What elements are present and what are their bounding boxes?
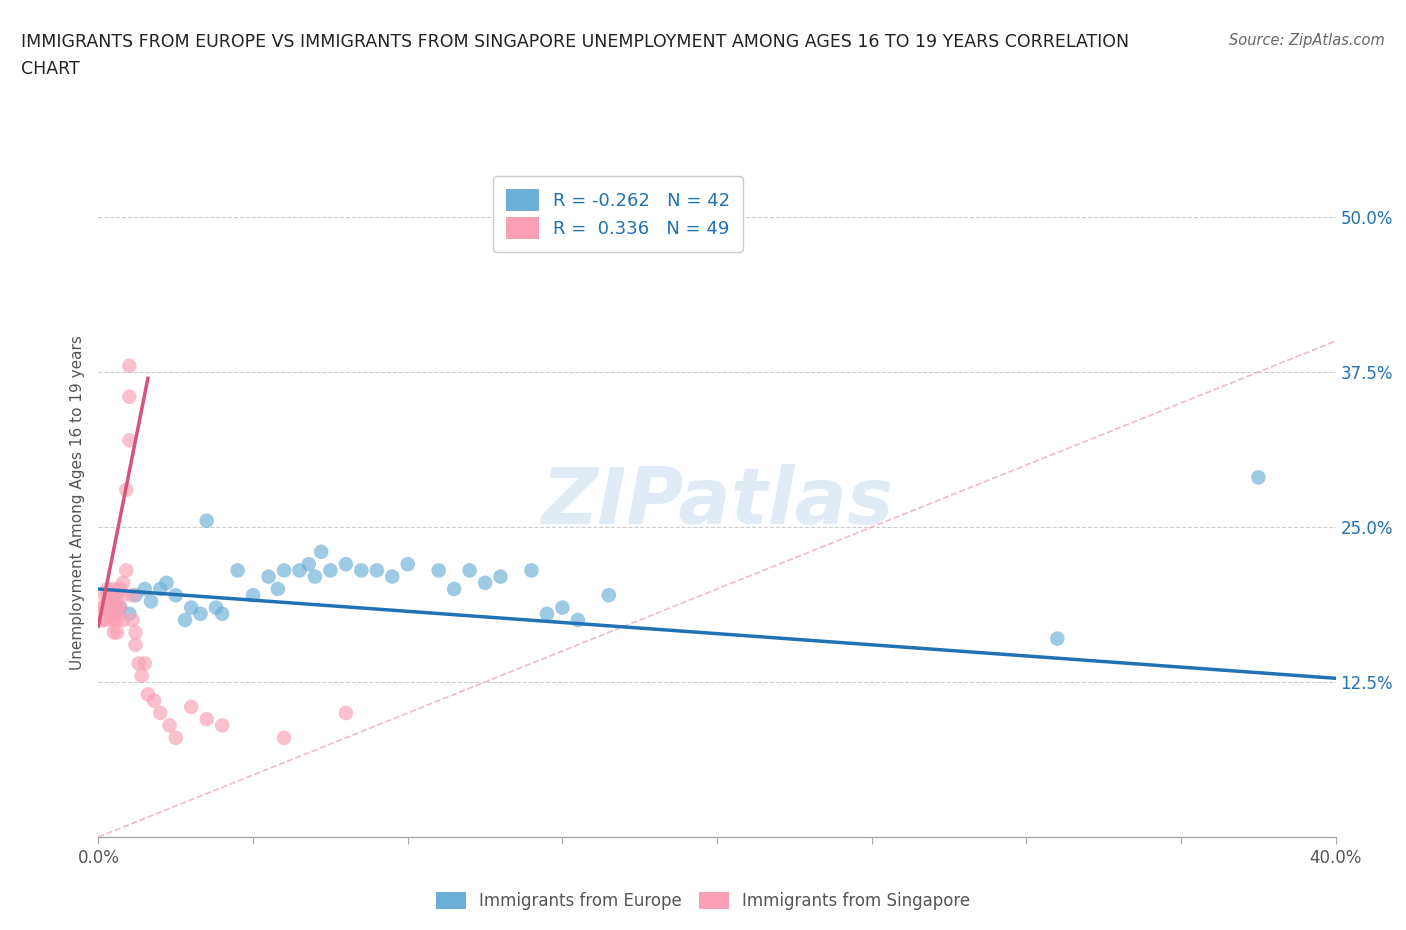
Point (143, 693, 166, 708)
Point (97, 594, 120, 609)
Point (298, 557, 321, 572)
Text: Source: ZipAtlas.com: Source: ZipAtlas.com (1229, 33, 1385, 47)
Point (128, 656, 150, 671)
Point (567, 613, 589, 628)
Point (273, 730, 295, 745)
Point (536, 606, 558, 621)
Point (180, 699, 202, 714)
Point (112, 576, 135, 591)
Point (121, 588, 143, 603)
Legend: Immigrants from Europe, Immigrants from Singapore: Immigrants from Europe, Immigrants from … (429, 885, 977, 917)
Point (195, 513, 218, 528)
Point (100, 600, 122, 615)
Point (93, 600, 115, 615)
Y-axis label: Unemployment Among Ages 16 to 19 years: Unemployment Among Ages 16 to 19 years (69, 335, 84, 670)
Text: ZIPatlas: ZIPatlas (541, 464, 893, 540)
Point (100, 613, 122, 628)
Point (103, 625, 125, 640)
Point (288, 563, 311, 578)
Point (134, 581, 156, 596)
Point (124, 588, 146, 603)
Point (90, 600, 112, 615)
Point (103, 606, 125, 621)
Point (105, 600, 128, 615)
Legend: R = -0.262   N = 42, R =  0.336   N = 49: R = -0.262 N = 42, R = 0.336 N = 49 (494, 177, 742, 252)
Point (115, 483, 138, 498)
Point (267, 581, 290, 596)
Point (93, 588, 115, 603)
Point (319, 563, 342, 578)
Point (108, 600, 131, 615)
Point (97, 588, 120, 603)
Point (103, 581, 125, 596)
Point (366, 563, 388, 578)
Point (103, 588, 125, 603)
Point (105, 625, 128, 640)
Point (190, 606, 212, 621)
Point (174, 613, 197, 628)
Point (131, 669, 153, 684)
Point (165, 588, 187, 603)
Point (304, 569, 326, 584)
Point (100, 588, 122, 603)
Point (180, 600, 202, 615)
Point (474, 576, 496, 591)
Point (108, 600, 131, 615)
Point (139, 594, 162, 609)
Point (335, 557, 357, 572)
Point (159, 718, 181, 733)
Point (211, 718, 233, 733)
Point (396, 557, 419, 572)
Point (427, 563, 450, 578)
Point (165, 730, 187, 745)
Point (211, 606, 233, 621)
Point (124, 625, 146, 640)
Point (112, 588, 135, 603)
Point (309, 544, 332, 559)
Point (205, 600, 228, 615)
Point (115, 563, 138, 578)
Point (242, 588, 264, 603)
Point (458, 563, 481, 578)
Point (350, 563, 373, 578)
Point (118, 390, 141, 405)
Point (489, 569, 512, 584)
Point (105, 613, 128, 628)
Point (149, 581, 172, 596)
Point (155, 576, 177, 591)
Point (551, 600, 574, 615)
Point (121, 613, 143, 628)
Point (93, 613, 115, 628)
Point (136, 687, 159, 702)
Point (1247, 470, 1270, 485)
Point (97, 600, 120, 615)
Point (103, 588, 125, 603)
Point (118, 432, 141, 447)
Point (134, 656, 156, 671)
Point (257, 569, 280, 584)
Point (195, 711, 218, 726)
Point (118, 358, 141, 373)
Point (226, 563, 249, 578)
Point (520, 563, 543, 578)
Text: IMMIGRANTS FROM EUROPE VS IMMIGRANTS FROM SINGAPORE UNEMPLOYMENT AMONG AGES 16 T: IMMIGRANTS FROM EUROPE VS IMMIGRANTS FRO… (21, 33, 1129, 50)
Point (381, 569, 404, 584)
Point (335, 706, 357, 721)
Point (103, 600, 125, 615)
Point (103, 613, 125, 628)
Point (124, 637, 146, 652)
Point (273, 563, 295, 578)
Point (149, 706, 172, 721)
Point (118, 606, 141, 621)
Point (108, 581, 131, 596)
Point (598, 588, 620, 603)
Point (443, 581, 465, 596)
Point (1046, 631, 1069, 646)
Point (90, 613, 112, 628)
Point (105, 588, 128, 603)
Text: CHART: CHART (21, 60, 80, 78)
Point (112, 613, 135, 628)
Point (97, 581, 120, 596)
